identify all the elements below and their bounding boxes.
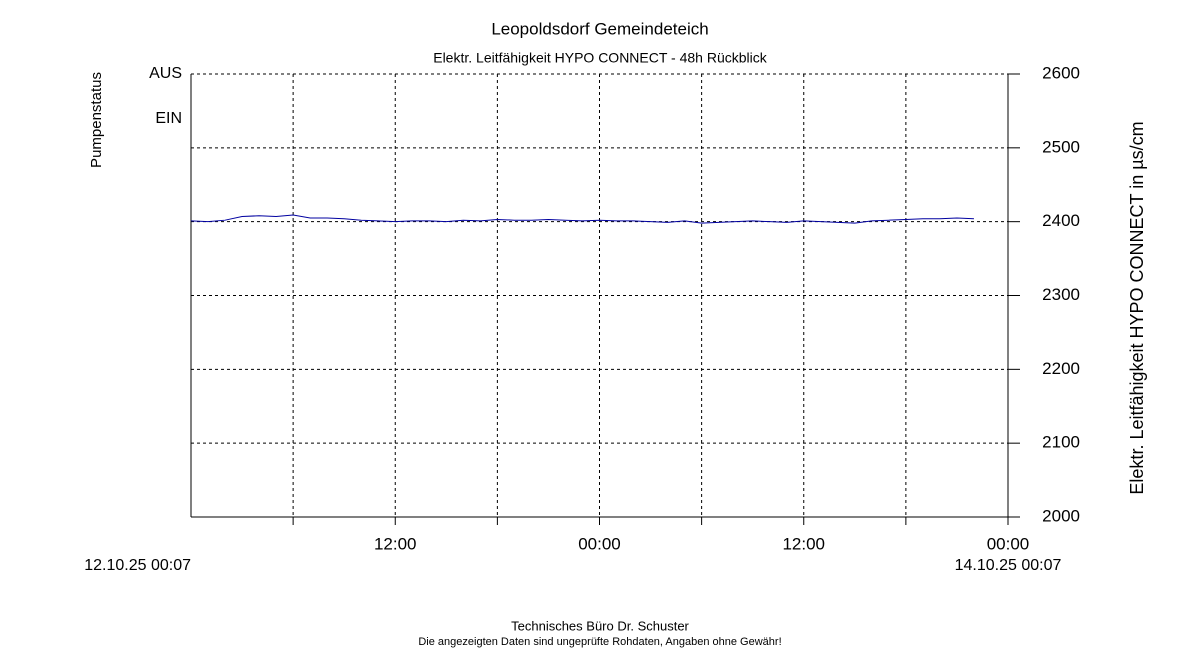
data-line — [190, 214, 974, 224]
y-tick-label: 2600 — [1042, 63, 1080, 82]
pump-label: EIN — [155, 110, 182, 127]
y-tick-label: 2500 — [1042, 137, 1080, 156]
x-tick-label: 00:00 — [578, 534, 621, 553]
y-tick-label: 2400 — [1042, 211, 1080, 230]
x-end-label: 14.10.25 00:07 — [955, 557, 1062, 574]
y-tick-label: 2100 — [1042, 433, 1080, 452]
y-axis-label: Elektr. Leitfähigkeit HYPO CONNECT in µs… — [1127, 121, 1147, 494]
y-tick-label: 2000 — [1042, 506, 1080, 525]
y-tick-label: 2300 — [1042, 285, 1080, 304]
pump-axis-title: Pumpenstatus — [88, 72, 105, 168]
footer: Technisches Büro Dr. Schuster — [511, 618, 689, 633]
x-tick-label: 12:00 — [374, 534, 417, 553]
chart-title: Leopoldsdorf Gemeindeteich — [491, 19, 708, 38]
x-tick-label: 00:00 — [987, 534, 1030, 553]
y-tick-label: 2200 — [1042, 359, 1080, 378]
chart-subtitle: Elektr. Leitfähigkeit HYPO CONNECT - 48h… — [433, 50, 768, 66]
x-tick-label: 12:00 — [782, 534, 825, 553]
disclaimer: Die angezeigten Daten sind ungeprüfte Ro… — [418, 636, 781, 648]
x-start-label: 12.10.25 00:07 — [84, 557, 191, 574]
pump-label: AUS — [149, 65, 182, 82]
